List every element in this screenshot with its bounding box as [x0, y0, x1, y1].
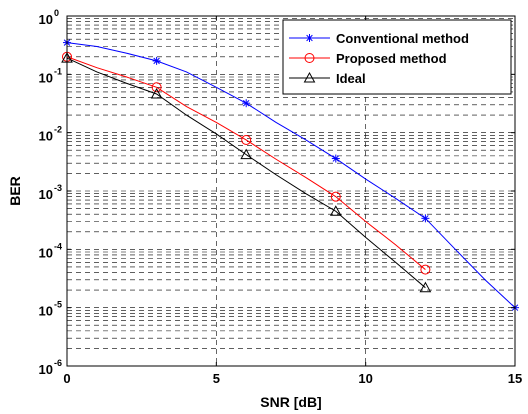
y-tick-exponent: -3 [54, 183, 62, 193]
y-tick-label: 10 [39, 12, 53, 27]
star-marker [421, 214, 430, 223]
series-line [66, 56, 426, 270]
series-line [66, 42, 516, 309]
circle-marker [241, 134, 252, 145]
legend-entry: Proposed method [289, 51, 447, 66]
x-tick-label: 5 [213, 371, 220, 386]
x-tick-labels: 0 5 10 15 [63, 371, 522, 386]
y-tick-exponent: -4 [54, 241, 62, 251]
y-tick-label: 10 [39, 245, 53, 260]
x-axis-label: SNR [dB] [260, 394, 321, 410]
y-tick-label: 10 [39, 362, 53, 377]
legend-label: Ideal [336, 71, 366, 86]
y-tick-label: 10 [39, 70, 53, 85]
triangle-marker [419, 281, 432, 293]
legend-entry: Conventional method [289, 31, 469, 46]
y-tick-exponent: -2 [54, 125, 62, 135]
y-tick-label: 10 [39, 187, 53, 202]
legend-label: Conventional method [336, 31, 469, 46]
y-tick-exponent: -1 [54, 66, 62, 76]
legend-entry: Ideal [289, 71, 366, 86]
y-tick-label: 10 [39, 129, 53, 144]
legend-label: Proposed method [336, 51, 447, 66]
circle-marker [151, 82, 162, 93]
triangle-marker [303, 71, 316, 83]
legend: Conventional method Proposed method Ideal [282, 19, 512, 95]
y-tick-label: 10 [39, 304, 53, 319]
x-tick-label: 15 [508, 371, 522, 386]
triangle-marker [329, 205, 342, 216]
star-marker [242, 99, 251, 108]
star-marker [331, 154, 340, 163]
y-tick-exponent: -6 [54, 358, 62, 368]
series-line [66, 57, 426, 289]
y-axis-label: BER [7, 176, 23, 206]
x-tick-label: 10 [358, 371, 372, 386]
x-tick-label: 0 [63, 371, 70, 386]
axis-ticks [66, 15, 516, 367]
series-lines [66, 42, 516, 309]
circle-marker [420, 264, 431, 275]
star-marker [152, 56, 161, 65]
triangle-marker [240, 148, 253, 160]
y-tick-exponent: 0 [54, 8, 59, 18]
y-tick-exponent: -5 [54, 300, 62, 310]
circle-marker [330, 191, 341, 202]
star-marker [305, 34, 314, 42]
triangle-marker [150, 87, 163, 99]
circle-marker [304, 53, 315, 63]
legend-box [282, 19, 512, 95]
